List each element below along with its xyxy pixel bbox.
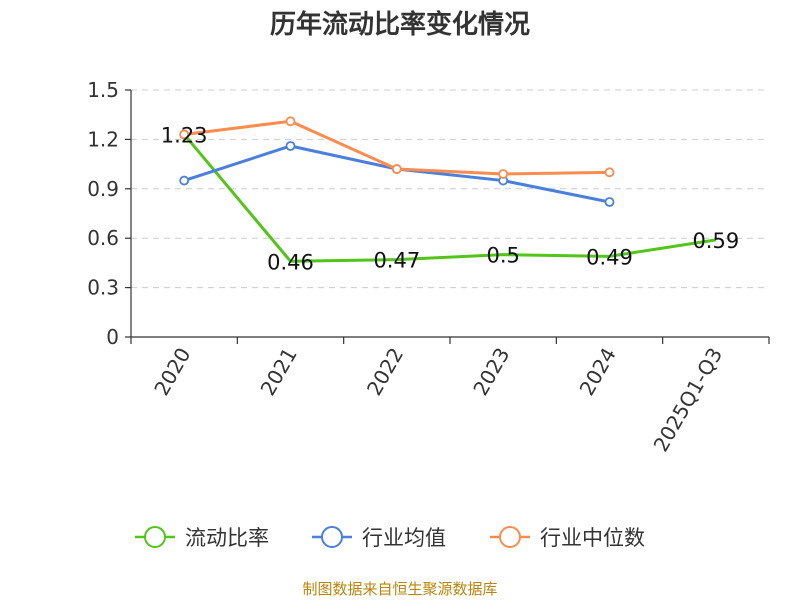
x-tick-label: 2023 (468, 343, 514, 399)
data-point (498, 169, 509, 179)
grid-layer (131, 89, 769, 289)
legend-label: 行业均值 (362, 526, 446, 550)
series-layer (179, 116, 717, 263)
x-tick-label: 2025Q1-Q3 (648, 344, 727, 456)
x-tick-label: 2024 (575, 344, 621, 400)
legend-item-2: 行业中位数 (490, 526, 645, 550)
legend-label: 流动比率 (185, 526, 269, 550)
data-label: 0.46 (267, 250, 314, 274)
legend-marker (144, 526, 166, 548)
data-label: 0.47 (373, 249, 420, 273)
y-tick-label: 0 (106, 325, 119, 349)
legend-item-0: 流动比率 (135, 526, 269, 550)
data-label: 0.49 (586, 245, 633, 269)
legend-label: 行业中位数 (540, 526, 645, 550)
source-note: 制图数据来自恒生聚源数据库 (302, 580, 498, 598)
data-label: 0.5 (486, 244, 519, 268)
legend-layer: 流动比率 行业均值 行业中位数 (135, 526, 645, 550)
legend-marker (321, 526, 343, 548)
data-point (179, 175, 190, 186)
series-line-0 (183, 133, 717, 263)
y-tick-label: 0.9 (87, 177, 119, 201)
data-point (285, 116, 296, 127)
label-layer: 1.23 0.46 0.47 0.5 0.49 0.59 (161, 123, 739, 274)
y-tick-label: 1.2 (87, 127, 119, 151)
data-point (604, 197, 615, 207)
data-label: 0.59 (692, 229, 739, 253)
data-point (285, 141, 296, 151)
legend-marker (499, 526, 521, 548)
y-tick-label: 0.6 (87, 226, 119, 250)
x-tick-label: 2022 (362, 344, 408, 400)
x-tick-label: 2021 (256, 344, 302, 400)
legend-item-1: 行业均值 (312, 526, 446, 550)
x-tick-label: 2020 (149, 344, 195, 400)
y-tick-label: 0.3 (87, 276, 119, 300)
data-point (604, 167, 615, 178)
data-point (179, 129, 190, 140)
data-point (391, 164, 402, 174)
data-label: 1.23 (161, 123, 208, 147)
y-tick-label: 1.5 (87, 78, 119, 102)
chart-title: 历年流动比率变化情况 (269, 10, 530, 40)
